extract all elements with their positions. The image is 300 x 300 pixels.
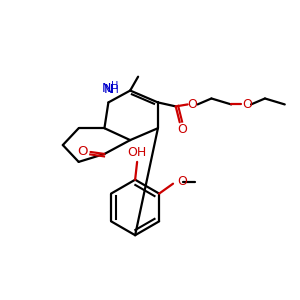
Text: H: H xyxy=(111,85,119,94)
Text: OH: OH xyxy=(128,146,147,160)
Text: H: H xyxy=(111,81,118,91)
Text: N: N xyxy=(104,83,113,96)
Text: N: N xyxy=(102,82,111,95)
Text: O: O xyxy=(188,98,197,111)
Text: O: O xyxy=(242,98,252,111)
Text: O: O xyxy=(177,123,187,136)
Text: O: O xyxy=(77,146,88,158)
Text: O: O xyxy=(177,175,187,188)
